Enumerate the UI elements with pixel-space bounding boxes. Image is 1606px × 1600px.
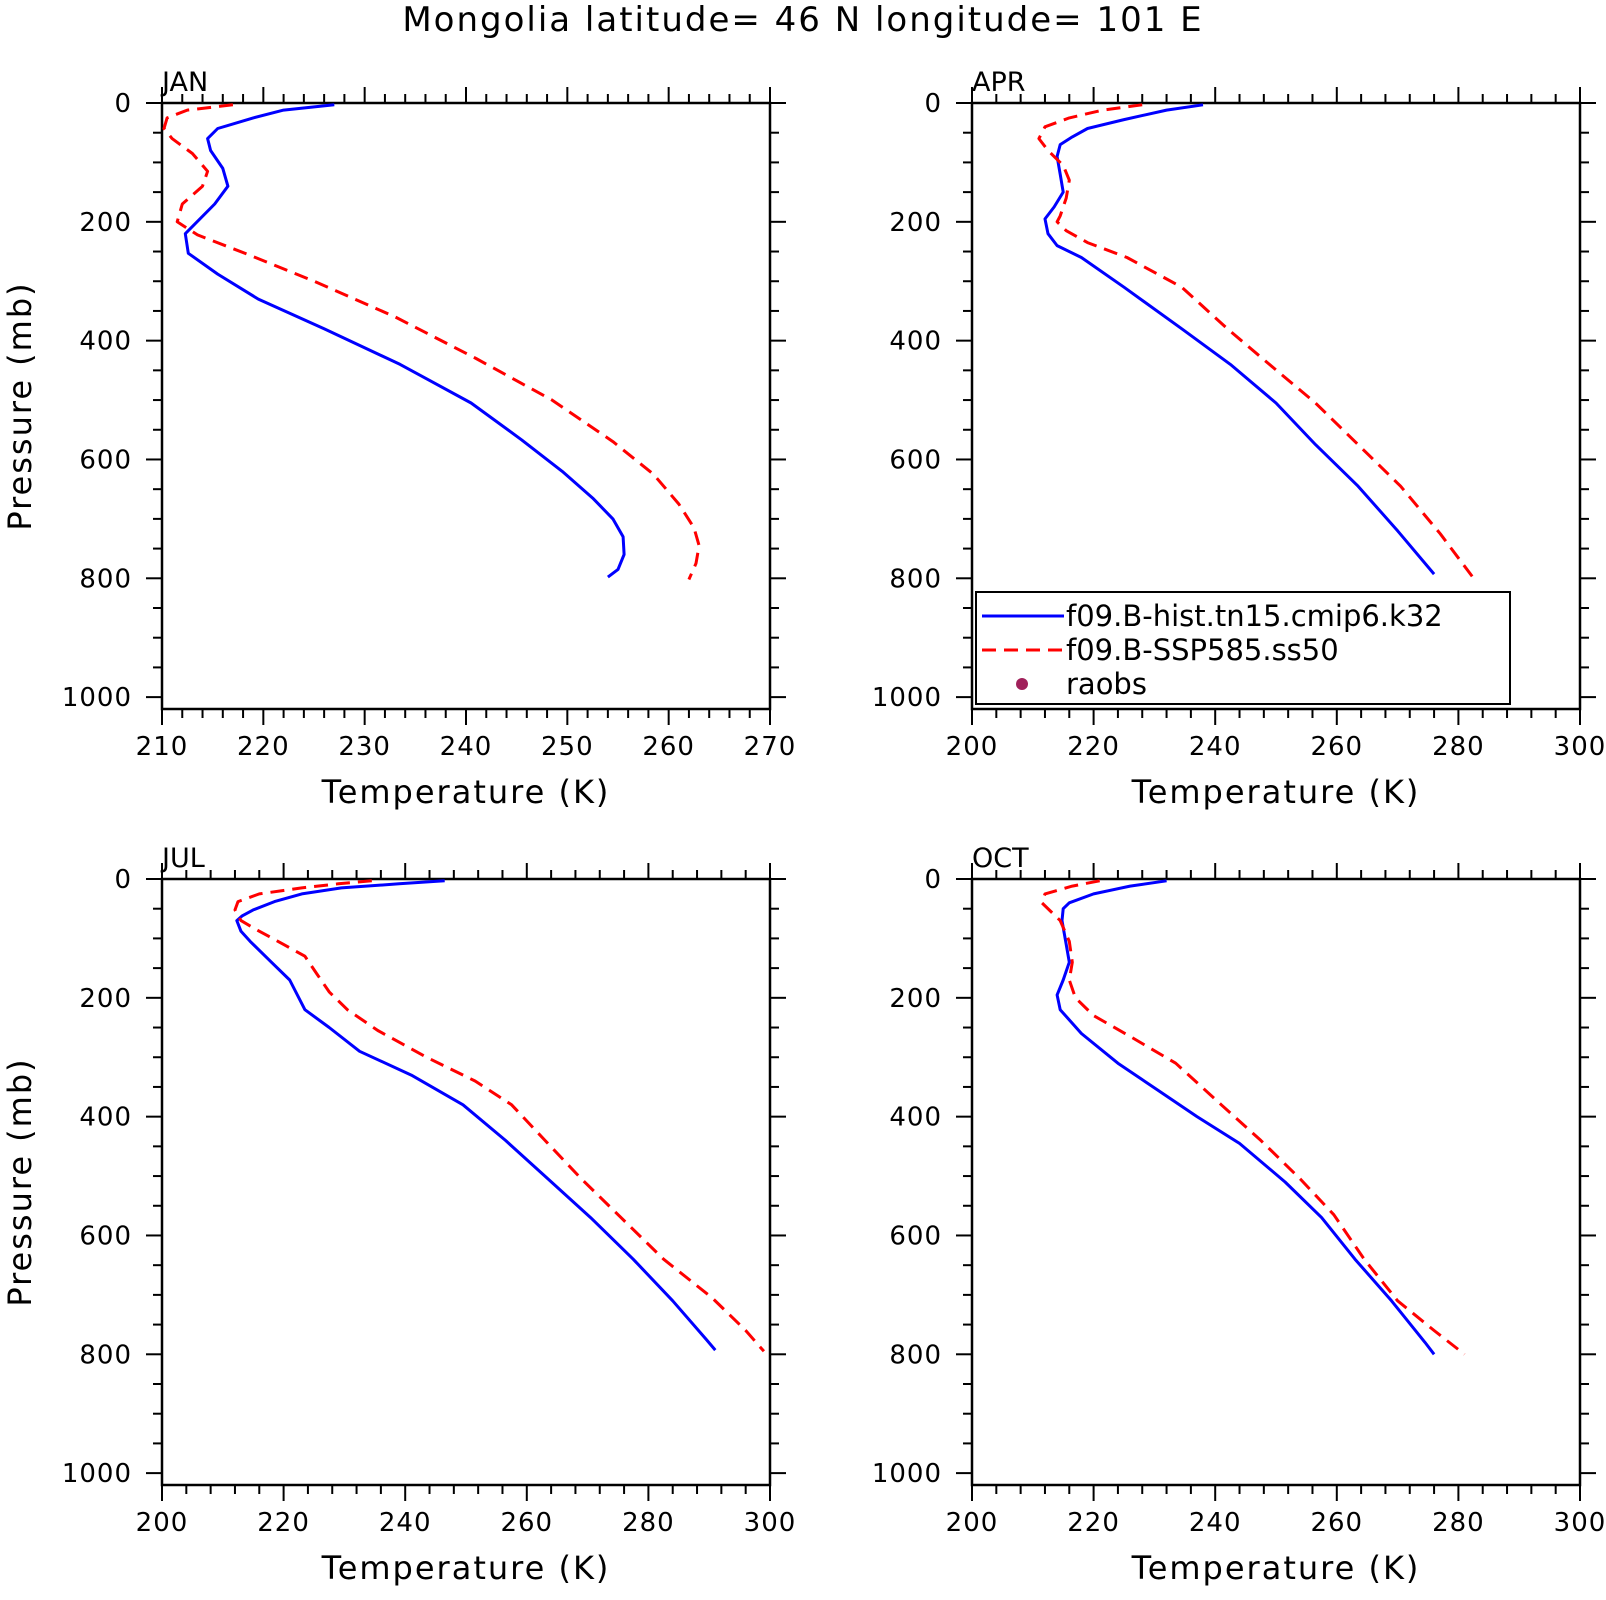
series-line-hist [235,879,717,1352]
panel-label: JUL [160,843,205,874]
y-tick-label: 400 [79,327,132,357]
legend-label: f09.B-hist.tn15.cmip6.k32 [1066,599,1443,633]
x-tick-label: 260 [642,732,695,762]
series-line-ssp585 [1040,879,1466,1356]
legend-label: f09.B-SSP585.ss50 [1066,633,1339,667]
x-tick-label: 280 [622,1508,675,1538]
y-tick-label: 600 [889,1221,942,1251]
x-tick-label: 240 [440,732,493,762]
y-tick-label: 600 [79,1221,132,1251]
x-tick-label: 250 [541,732,594,762]
x-tick-label: 240 [1189,1508,1242,1538]
x-tick-label: 260 [1310,1508,1363,1538]
y-tick-label: 400 [889,327,942,357]
y-tick-label: 800 [889,1340,942,1370]
x-tick-label: 240 [1189,732,1242,762]
y-tick-label: 200 [79,208,132,238]
x-tick-label: 300 [744,1508,797,1538]
x-tick-label: 220 [1067,732,1120,762]
y-tick-label: 600 [79,445,132,475]
series-line-ssp585 [233,879,766,1353]
y-tick-label: 0 [114,89,132,119]
y-tick-label: 0 [924,89,942,119]
legend-marker-raobs [1016,678,1028,690]
x-tick-label: 300 [1554,732,1606,762]
y-tick-label: 400 [79,1103,132,1133]
y-tick-label: 1000 [872,683,942,713]
series-line-hist [1055,879,1436,1356]
x-tick-label: 260 [1310,732,1363,762]
legend-box [975,591,1511,705]
series-line-ssp585 [1037,103,1475,580]
y-tick-label: 200 [889,208,942,238]
x-tick-label: 200 [946,732,999,762]
series-line-hist [183,103,626,579]
y-tick-label: 800 [79,564,132,594]
y-tick-label: 200 [79,984,132,1014]
x-tick-label: 230 [338,732,391,762]
panel-label: OCT [972,843,1029,874]
x-tick-label: 220 [237,732,290,762]
x-tick-label: 280 [1432,732,1485,762]
series-line-hist [1043,103,1436,576]
figure-title: Mongolia latitude= 46 N longitude= 101 E [402,0,1203,40]
x-tick-label: 260 [500,1508,553,1538]
y-tick-label: 0 [924,865,942,895]
plot-frame [970,101,1582,711]
y-tick-label: 800 [889,564,942,594]
y-tick-label: 400 [889,1103,942,1133]
x-tick-label: 200 [136,1508,189,1538]
y-tick-label: 1000 [872,1459,942,1489]
x-tick-label: 280 [1432,1508,1485,1538]
y-tick-label: 600 [889,445,942,475]
x-tick-label: 200 [946,1508,999,1538]
x-axis-label: Temperature (K) [321,1549,611,1587]
x-tick-label: 300 [1554,1508,1606,1538]
y-tick-label: 0 [114,865,132,895]
y-tick-label: 1000 [62,1459,132,1489]
x-tick-label: 210 [136,732,189,762]
x-tick-label: 220 [1067,1508,1120,1538]
panel-label: JAN [160,67,208,98]
plot-frame [160,877,772,1487]
x-axis-label: Temperature (K) [1131,1549,1421,1587]
legend-label: raobs [1066,667,1147,701]
plot-frame [160,101,772,711]
y-tick-label: 200 [889,984,942,1014]
plot-frame [970,877,1582,1487]
x-axis-label: Temperature (K) [321,773,611,811]
x-tick-label: 270 [744,732,797,762]
y-tick-label: 800 [79,1340,132,1370]
x-axis-label: Temperature (K) [1131,773,1421,811]
panel-label: APR [972,67,1026,98]
y-tick-label: 1000 [62,683,132,713]
x-tick-label: 240 [379,1508,432,1538]
y-axis-label: Pressure (mb) [1,281,39,530]
legend: f09.B-hist.tn15.cmip6.k32f09.B-SSP585.ss… [975,591,1511,705]
series-line-ssp585 [162,103,701,581]
y-axis-label: Pressure (mb) [1,1057,39,1306]
x-tick-label: 220 [257,1508,310,1538]
